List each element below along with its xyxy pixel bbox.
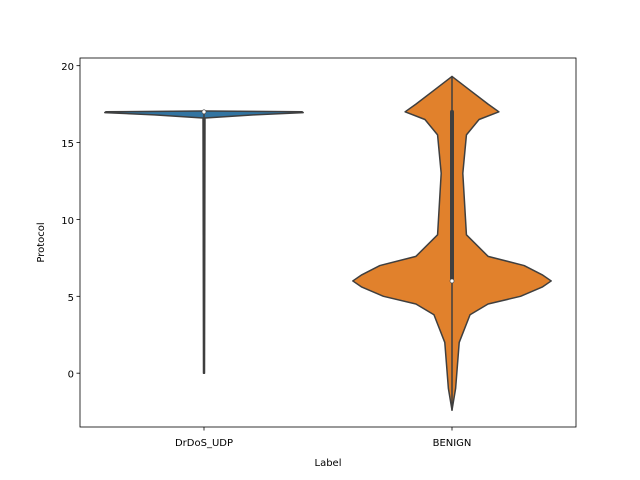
- y-tick-label: 0: [68, 370, 74, 381]
- y-tick-label: 5: [68, 293, 74, 304]
- x-axis-title: Label: [315, 458, 342, 469]
- y-tick-label: 15: [61, 139, 74, 150]
- x-tick-label: BENIGN: [433, 438, 472, 449]
- y-tick-label: 20: [61, 62, 74, 73]
- violin-median-point: [449, 278, 455, 284]
- y-axis: 0 5 10 15 20: [61, 62, 80, 381]
- x-axis: DrDoS_UDP BENIGN: [175, 427, 471, 449]
- plot-frame: [79, 57, 577, 428]
- violin-median-point: [201, 109, 207, 115]
- violins: [104, 75, 552, 411]
- y-tick-label: 10: [61, 216, 74, 227]
- x-tick-label: DrDoS_UDP: [175, 438, 233, 449]
- y-axis-title: Protocol: [36, 222, 47, 262]
